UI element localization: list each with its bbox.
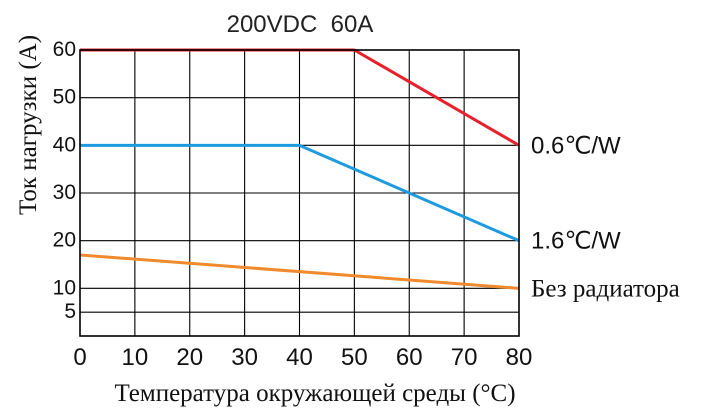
y-tick-label: 20: [53, 229, 76, 252]
x-tick-label: 20: [176, 344, 203, 371]
y-tick-label: 60: [53, 38, 76, 61]
y-tick-label: 40: [53, 133, 76, 156]
x-tick-label: 70: [451, 344, 478, 371]
y-axis-label: Ток нагрузки (A): [15, 35, 42, 215]
chart-title: 200VDC 60A: [227, 11, 374, 38]
x-tick-label: 30: [231, 344, 258, 371]
x-tick-label: 60: [396, 344, 423, 371]
x-tick-label: 50: [341, 344, 368, 371]
plot-frame: [79, 49, 520, 337]
x-axis-label: Температура окружающей среды (°C): [114, 380, 515, 407]
x-tick-label: 40: [286, 344, 313, 371]
x-tick-label: 10: [122, 344, 149, 371]
x-tick-labels: 0 10 20 30 40 50 60 70 80: [73, 344, 532, 371]
y-tick-labels: 60 50 40 30 20 105: [53, 38, 76, 323]
series-label: 1.6℃/W: [531, 228, 621, 255]
x-tick-label: 80: [506, 344, 533, 371]
series-line: [80, 143, 520, 243]
series-line: [79, 253, 520, 290]
y-tick-label: 10: [53, 276, 76, 299]
series-labels: 0.6℃/W 1.6℃/W Без радиатора: [531, 132, 680, 302]
grid: [80, 50, 519, 336]
y-tick-label: 5: [64, 300, 76, 323]
series-label: Без радиатора: [531, 275, 680, 302]
x-tick-label: 0: [73, 344, 86, 371]
y-tick-label: 50: [53, 86, 76, 109]
y-tick-label: 30: [53, 181, 76, 204]
series-label: 0.6℃/W: [531, 132, 621, 159]
